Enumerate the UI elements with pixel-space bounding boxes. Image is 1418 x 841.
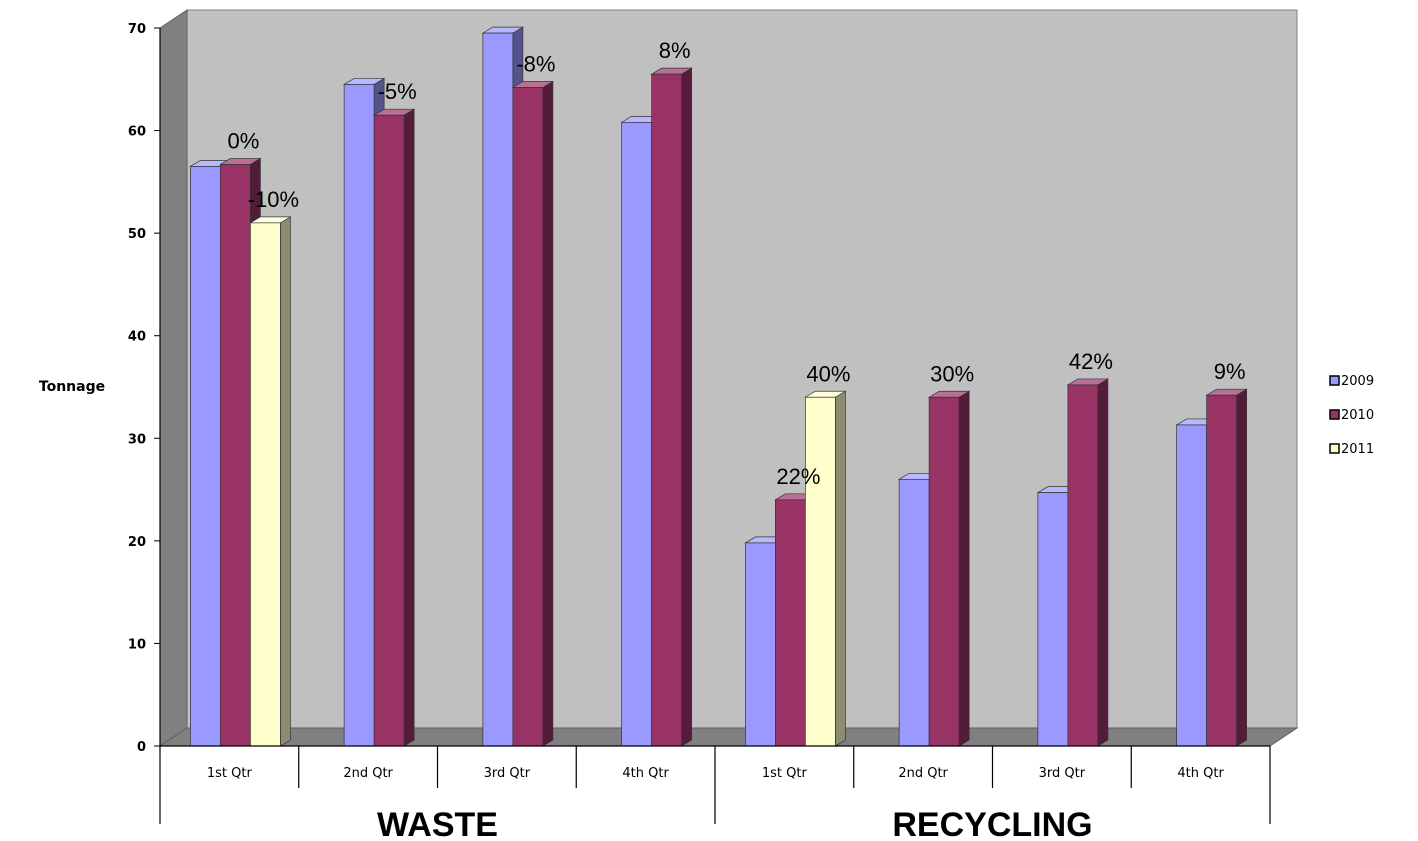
data-label: -10% <box>248 187 299 212</box>
bar-front <box>373 114 405 747</box>
bar-front <box>745 542 776 747</box>
bar-2010-cat-4 <box>650 67 693 747</box>
data-label: 0% <box>227 128 259 153</box>
y-tick-label: 30 <box>128 432 146 447</box>
y-tick-label: 50 <box>128 227 146 242</box>
bar-2010-cat-6 <box>927 390 971 747</box>
x-axis: 1st Qtr 2nd Qtr 3rd Qtr 4th Qtr 1st Qtr 2nd Q… <box>159 745 1271 841</box>
data-label: 22% <box>776 464 820 489</box>
plot-floor <box>158 727 1299 747</box>
bar-front <box>1067 384 1099 747</box>
bar-2010-cat-3 <box>511 80 555 747</box>
bar-2011-cat-1 <box>249 216 292 747</box>
data-label: -5% <box>378 79 417 104</box>
legend-box <box>1320 370 1370 466</box>
y-tick-label: 10 <box>128 637 146 652</box>
bar-side <box>542 80 554 747</box>
y-axis: 0 10 20 30 40 50 60 70 <box>128 22 161 755</box>
data-label: 42% <box>1069 349 1113 374</box>
data-label: -8% <box>516 51 555 76</box>
y-tick-group: 0 10 20 30 40 50 60 70 <box>128 22 160 755</box>
data-labels-group: 0% -10% -5% -8% 8% 22% 40% 30% 42% 9% <box>227 38 1245 489</box>
data-label: 30% <box>930 361 974 386</box>
bar-front <box>898 478 930 747</box>
bar-2010-cat-8 <box>1205 388 1248 747</box>
legend-swatch <box>1329 409 1340 420</box>
y-tick-label: 40 <box>128 330 146 345</box>
bar-front <box>928 396 960 747</box>
bar-side <box>958 390 970 747</box>
category-label: 3rd Qtr <box>484 766 531 781</box>
bar-front <box>1206 394 1237 747</box>
group-label: RECYCLING <box>892 806 1092 841</box>
data-label: 40% <box>806 361 850 386</box>
category-label: 1st Qtr <box>207 766 253 781</box>
legend-label: 2009 <box>1341 374 1374 389</box>
category-label: 4th Qtr <box>622 766 669 781</box>
legend-label: 2010 <box>1341 408 1374 423</box>
bar-front <box>775 499 806 747</box>
bar-front <box>651 73 682 747</box>
y-tick-label: 60 <box>128 125 146 140</box>
data-label: 9% <box>1214 359 1246 384</box>
category-label: 3rd Qtr <box>1039 766 1086 781</box>
category-label: 2nd Qtr <box>343 766 393 781</box>
bar-front <box>1176 424 1207 747</box>
bar-front <box>621 122 652 747</box>
bar-side <box>1236 388 1247 747</box>
bar-side <box>1097 378 1109 747</box>
bar-front <box>343 84 375 747</box>
legend-swatch <box>1329 443 1340 454</box>
category-label: 2nd Qtr <box>898 766 948 781</box>
y-tick-label: 20 <box>128 535 146 550</box>
bar-front <box>250 222 281 747</box>
group-label: WASTE <box>377 806 498 841</box>
bar-2010-cat-2 <box>372 108 416 747</box>
bar-front <box>190 166 221 747</box>
legend-swatch <box>1329 375 1340 386</box>
y-tick-label: 0 <box>137 740 146 755</box>
bar-side <box>835 390 846 747</box>
bar-side <box>403 108 415 747</box>
bars-group <box>189 26 1248 747</box>
bar-2011-cat-5 <box>804 390 847 747</box>
data-label: 8% <box>659 38 691 63</box>
bar-side <box>681 67 692 747</box>
bar-front <box>482 32 514 747</box>
legend: 2009 2010 2011 <box>1320 370 1374 466</box>
bar-2010-cat-7 <box>1066 378 1110 747</box>
plot-side-wall <box>159 9 188 747</box>
y-axis-label: Tonnage <box>39 379 105 395</box>
legend-label: 2011 <box>1341 442 1374 457</box>
bar-front <box>1037 492 1069 747</box>
category-label: 1st Qtr <box>762 766 808 781</box>
bar-front <box>220 164 251 747</box>
bar-front <box>805 396 836 747</box>
category-label: 4th Qtr <box>1177 766 1224 781</box>
bar-side <box>280 216 291 747</box>
bar-front <box>512 87 544 747</box>
y-tick-label: 70 <box>128 22 146 37</box>
